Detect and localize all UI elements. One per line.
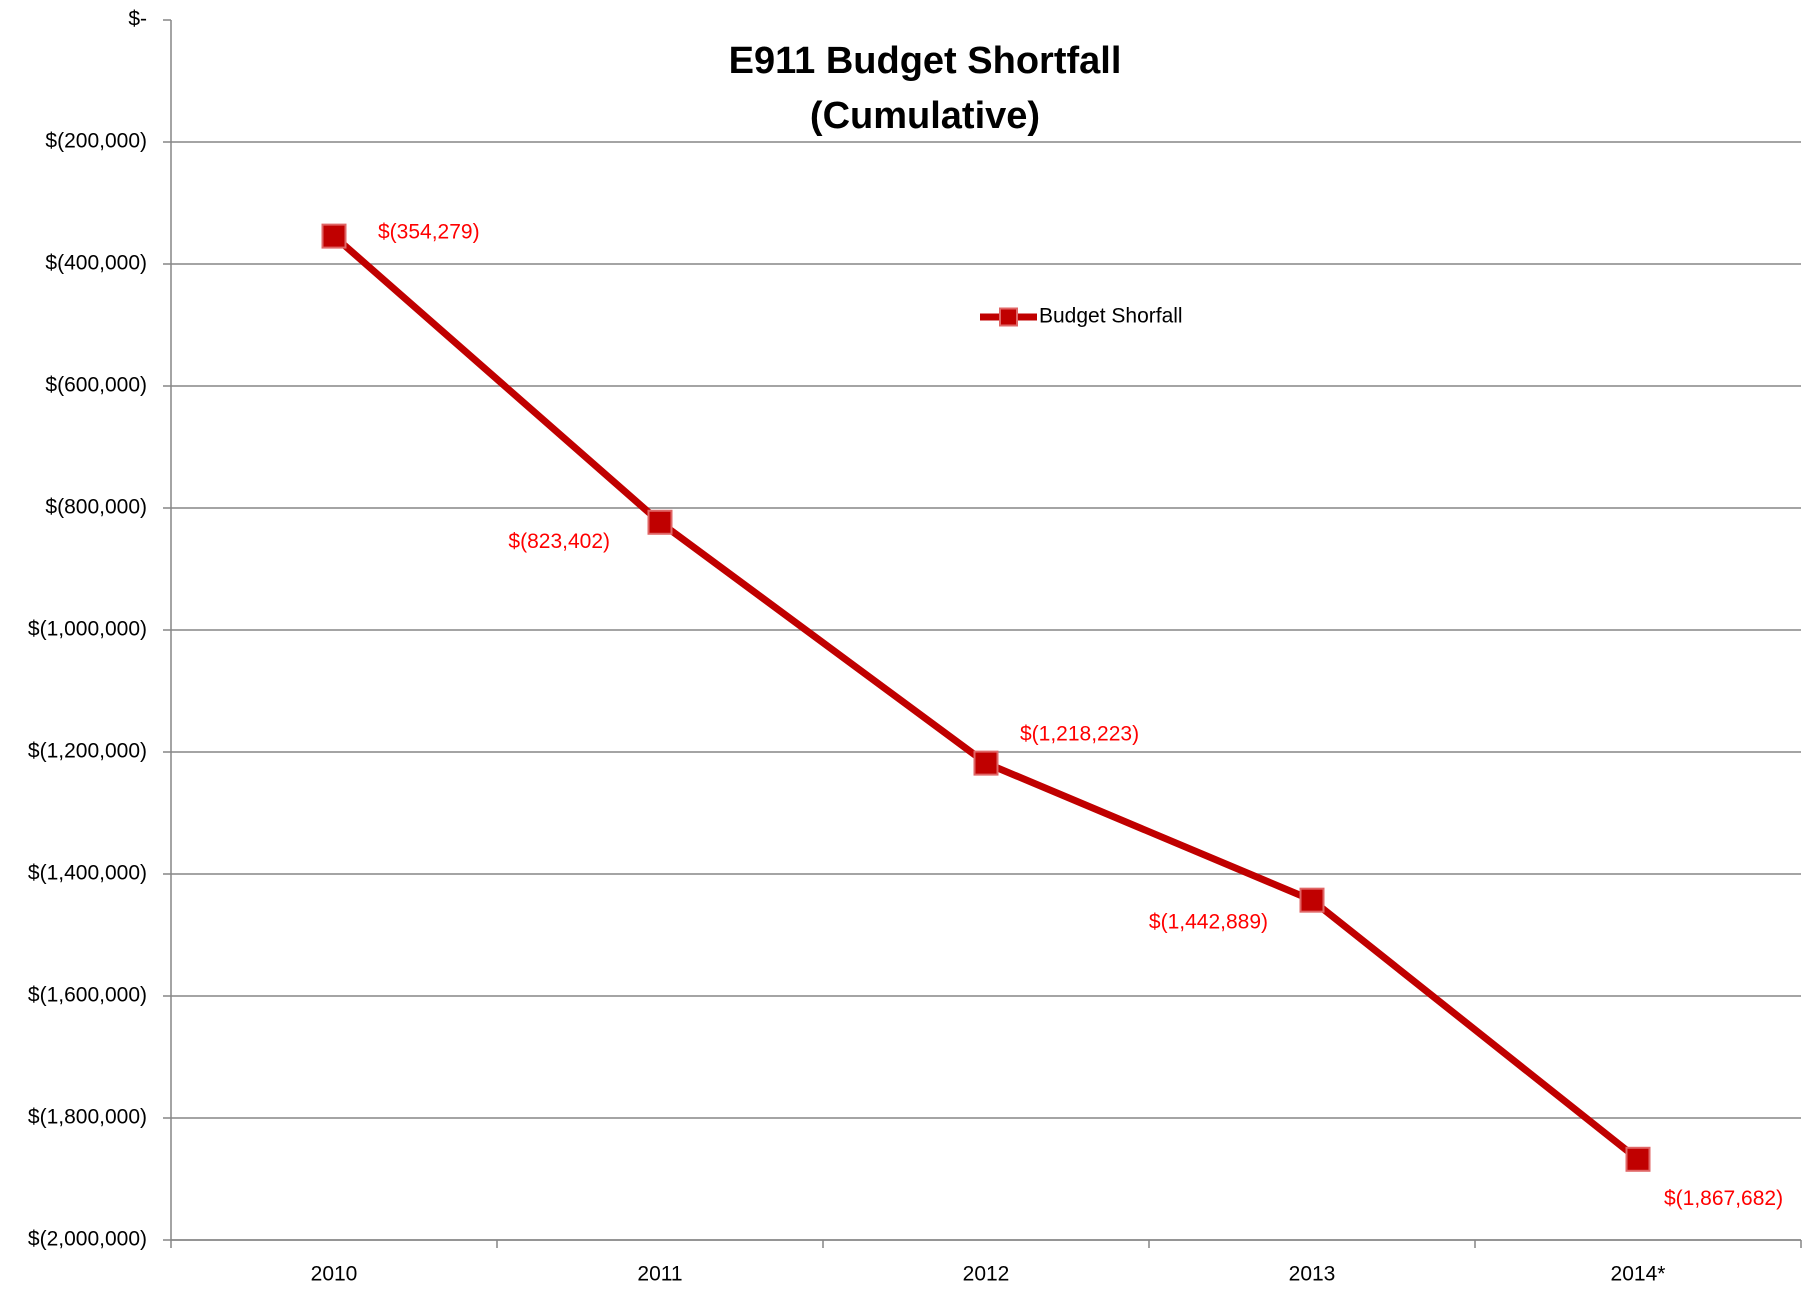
data-label: $(1,442,889) <box>1149 911 1268 934</box>
marker <box>973 750 999 776</box>
marker <box>1299 887 1325 913</box>
y-tick-label: $(1,000,000) <box>28 618 147 641</box>
data-label: $(1,218,223) <box>1020 723 1139 746</box>
legend-marker <box>999 307 1018 327</box>
marker <box>1625 1146 1651 1172</box>
marker <box>321 223 347 249</box>
marker <box>647 509 673 535</box>
y-tick-label: $(1,400,000) <box>28 862 147 885</box>
y-tick-label: $(800,000) <box>45 496 147 519</box>
y-tick-label: $(2,000,000) <box>28 1228 147 1251</box>
line <box>331 233 1641 1163</box>
legend-label: Budget Shorfall <box>1039 305 1183 328</box>
x-tick-label: 2012 <box>963 1263 1010 1286</box>
chart-title: E911 Budget Shortfall <box>729 40 1122 82</box>
y-tick-label: $(400,000) <box>45 252 147 275</box>
x-tick-label: 2011 <box>637 1263 682 1286</box>
y-tick-label: $(1,800,000) <box>28 1106 147 1129</box>
data-label: $(823,402) <box>508 530 610 553</box>
x-tick-label: 2013 <box>1289 1263 1336 1286</box>
y-tick-label: $(1,600,000) <box>28 984 147 1007</box>
y-tick-label: $(1,200,000) <box>28 740 147 763</box>
chart-subtitle: (Cumulative) <box>810 95 1040 137</box>
data-label: $(354,279) <box>378 221 480 244</box>
y-tick-label: $(200,000) <box>45 130 147 153</box>
y-tick-label: $- <box>128 8 147 31</box>
y-tick-label: $(600,000) <box>45 374 147 397</box>
x-tick-label: 2014* <box>1611 1263 1666 1286</box>
data-label: $(1,867,682) <box>1664 1187 1783 1210</box>
x-tick-label: 2010 <box>311 1263 358 1286</box>
